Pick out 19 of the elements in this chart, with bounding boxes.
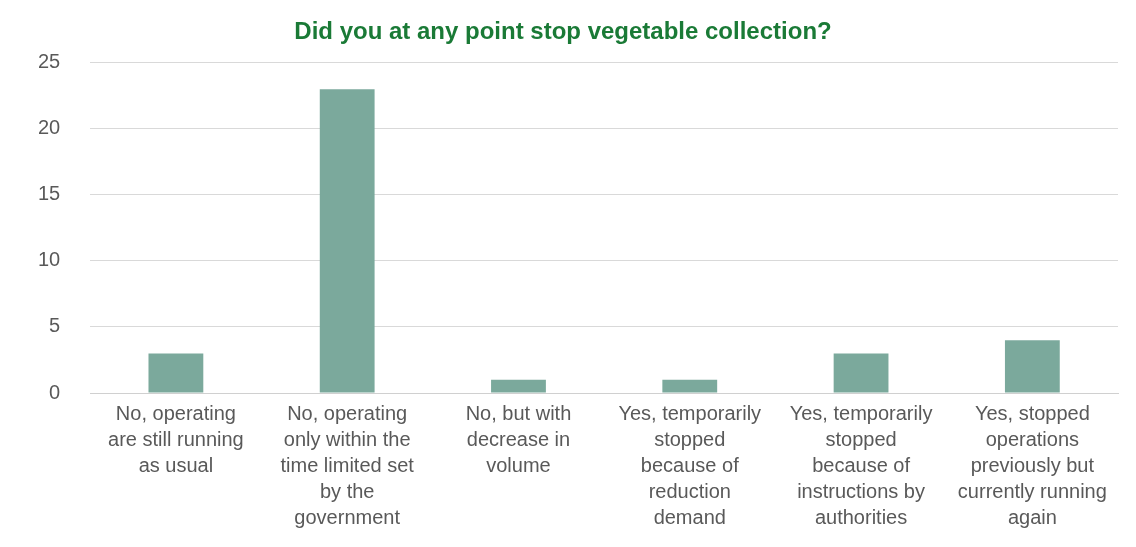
bar bbox=[1004, 340, 1060, 393]
chart-title: Did you at any point stop vegetable collection? bbox=[294, 17, 832, 45]
bar bbox=[148, 353, 204, 393]
y-tick-label: 0 bbox=[49, 380, 61, 403]
x-tick-label: No, operating are still running as usual bbox=[108, 401, 244, 476]
x-tick-label: No, operating only within the time limited set by the government bbox=[280, 401, 415, 528]
y-tick-label: 25 bbox=[38, 50, 61, 73]
y-tick-label: 20 bbox=[38, 116, 61, 139]
bar bbox=[833, 353, 889, 393]
x-tick-label: No, but with decrease in volume bbox=[465, 401, 572, 476]
y-tick-label: 5 bbox=[49, 314, 61, 337]
bar bbox=[491, 379, 546, 393]
x-tick-label: Yes, temporarily stopped because of instructions by authorities bbox=[789, 401, 933, 528]
bar bbox=[662, 379, 718, 393]
x-tick-label: Yes, stopped operations previously but currently running again bbox=[957, 401, 1107, 528]
bar bbox=[319, 89, 375, 393]
y-tick-label: 10 bbox=[38, 248, 61, 271]
x-tick-label: Yes, temporarily stopped because of reduction demand bbox=[618, 401, 762, 528]
y-tick-label: 15 bbox=[38, 182, 61, 205]
